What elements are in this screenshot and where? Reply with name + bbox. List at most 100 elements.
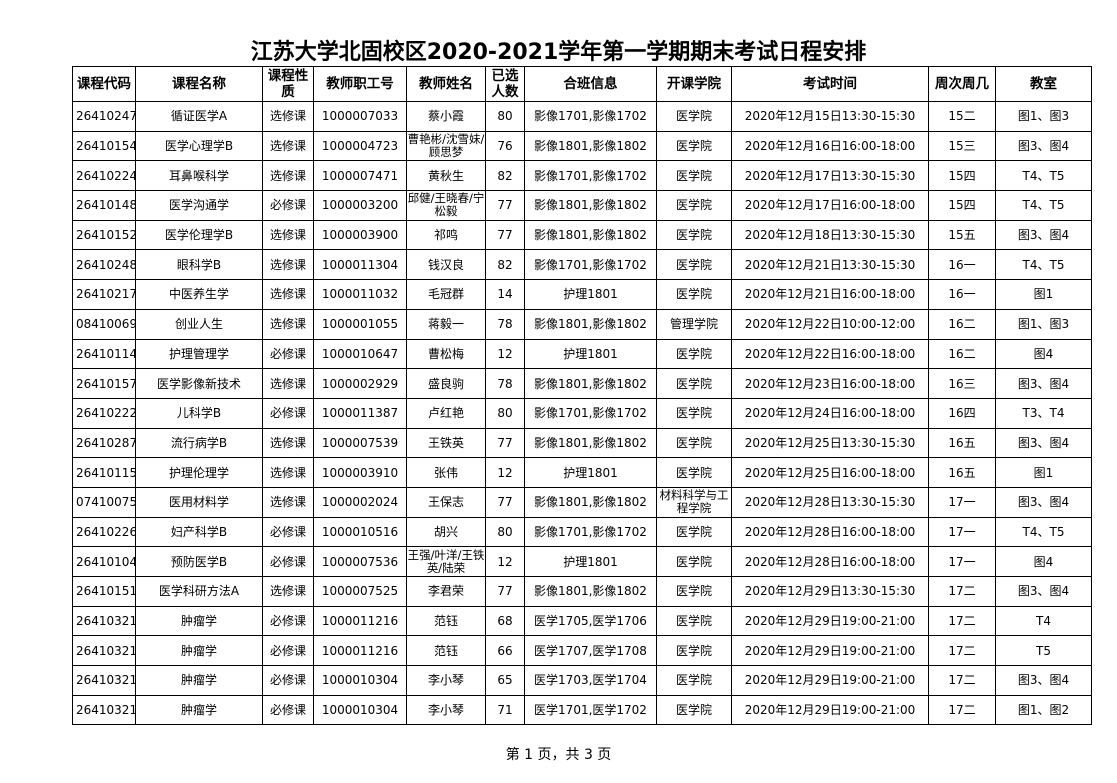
cell-course-code: 08410069 xyxy=(72,308,136,340)
cell-merged-classes: 护理1801 xyxy=(524,457,657,488)
cell-merged-classes: 影像1801,影像1802 xyxy=(524,486,657,518)
cell-enrolled-count: 71 xyxy=(485,694,525,726)
cell-teacher-id: 1000011304 xyxy=(313,249,407,281)
table-row: 26410321 肿瘤学 必修课 1000010304 李小琴 71 医学1701,医学17… xyxy=(72,694,1092,726)
cell-teacher-id: 1000002929 xyxy=(313,368,407,399)
table-row: 26410104 预防医学B 必修课 1000007536 王强/叶洋/王铁英/陆荣 12… xyxy=(72,546,1092,577)
cell-exam-time: 2020年12月25日13:30-15:30 xyxy=(731,427,929,459)
cell-college: 医学院 xyxy=(656,279,732,310)
column-header-college: 开课学院 xyxy=(656,66,732,102)
cell-college: 医学院 xyxy=(656,190,732,221)
cell-merged-classes: 影像1801,影像1802 xyxy=(524,576,657,607)
cell-course-name: 中医养生学 xyxy=(135,279,263,310)
cell-course-name: 肿瘤学 xyxy=(135,635,263,667)
cell-classroom: 图4 xyxy=(995,546,1092,577)
cell-teacher-name: 钱汉良 xyxy=(406,249,486,281)
cell-college: 医学院 xyxy=(656,130,732,162)
cell-classroom: 图4 xyxy=(995,338,1092,370)
cell-week-day: 15四 xyxy=(928,160,996,192)
table-row: 26410152 医学伦理学B 选修课 1000003900 祁鸣 77 影像1801,影像… xyxy=(72,219,1092,251)
cell-merged-classes: 影像1801,影像1802 xyxy=(524,219,657,251)
cell-teacher-name: 胡兴 xyxy=(406,516,486,548)
cell-college: 医学院 xyxy=(656,338,732,370)
cell-merged-classes: 医学1703,医学1704 xyxy=(524,665,657,696)
table-row: 26410247 循证医学A 选修课 1000007033 蔡小霞 80 影像1701,影像… xyxy=(72,101,1092,132)
cell-enrolled-count: 12 xyxy=(485,546,525,577)
cell-enrolled-count: 12 xyxy=(485,457,525,488)
cell-exam-time: 2020年12月29日19:00-21:00 xyxy=(731,665,929,696)
cell-classroom: T5 xyxy=(995,635,1092,667)
cell-course-code: 26410321 xyxy=(72,694,136,726)
cell-college: 医学院 xyxy=(656,101,732,132)
cell-college: 医学院 xyxy=(656,249,732,281)
cell-course-type: 必修课 xyxy=(262,605,314,637)
cell-teacher-name: 范钰 xyxy=(406,635,486,667)
column-header-course-type: 课程性质 xyxy=(262,66,314,102)
cell-course-type: 必修课 xyxy=(262,665,314,696)
cell-merged-classes: 医学1707,医学1708 xyxy=(524,635,657,667)
cell-enrolled-count: 77 xyxy=(485,486,525,518)
cell-course-name: 儿科学B xyxy=(135,397,263,429)
cell-teacher-id: 1000011032 xyxy=(313,279,407,310)
cell-course-type: 选修课 xyxy=(262,249,314,281)
cell-course-type: 选修课 xyxy=(262,160,314,192)
cell-course-code: 26410104 xyxy=(72,546,136,577)
cell-course-code: 26410248 xyxy=(72,249,136,281)
cell-exam-time: 2020年12月29日13:30-15:30 xyxy=(731,576,929,607)
cell-exam-time: 2020年12月24日16:00-18:00 xyxy=(731,397,929,429)
cell-college: 医学院 xyxy=(656,427,732,459)
cell-college: 医学院 xyxy=(656,546,732,577)
cell-classroom: T4、T5 xyxy=(995,190,1092,221)
cell-exam-time: 2020年12月29日19:00-21:00 xyxy=(731,694,929,726)
cell-teacher-name: 曹艳彬/沈雪妹/顾思梦 xyxy=(406,130,486,162)
cell-teacher-id: 1000010304 xyxy=(313,694,407,726)
cell-exam-time: 2020年12月15日13:30-15:30 xyxy=(731,101,929,132)
cell-enrolled-count: 77 xyxy=(485,190,525,221)
cell-merged-classes: 影像1701,影像1702 xyxy=(524,160,657,192)
cell-exam-time: 2020年12月22日10:00-12:00 xyxy=(731,308,929,340)
table-row: 07410075 医用材料学 选修课 1000002024 王保志 77 影像1801,影像… xyxy=(72,486,1092,518)
cell-classroom: 图3、图4 xyxy=(995,576,1092,607)
cell-exam-time: 2020年12月29日19:00-21:00 xyxy=(731,635,929,667)
cell-course-type: 选修课 xyxy=(262,308,314,340)
cell-exam-time: 2020年12月22日16:00-18:00 xyxy=(731,338,929,370)
cell-course-name: 耳鼻喉科学 xyxy=(135,160,263,192)
cell-course-code: 26410321 xyxy=(72,665,136,696)
cell-teacher-id: 1000007525 xyxy=(313,576,407,607)
cell-course-code: 26410321 xyxy=(72,635,136,667)
cell-classroom: T4、T5 xyxy=(995,249,1092,281)
cell-merged-classes: 影像1701,影像1702 xyxy=(524,101,657,132)
cell-teacher-id: 1000003200 xyxy=(313,190,407,221)
cell-course-code: 26410115 xyxy=(72,457,136,488)
cell-enrolled-count: 66 xyxy=(485,635,525,667)
cell-course-type: 必修课 xyxy=(262,516,314,548)
cell-course-name: 创业人生 xyxy=(135,308,263,340)
column-header-course-code: 课程代码 xyxy=(72,66,136,102)
cell-enrolled-count: 77 xyxy=(485,576,525,607)
cell-exam-time: 2020年12月21日13:30-15:30 xyxy=(731,249,929,281)
cell-classroom: T3、T4 xyxy=(995,397,1092,429)
table-row: 26410151 医学科研方法A 选修课 1000007525 李君荣 77 影像1801,… xyxy=(72,576,1092,607)
cell-teacher-name: 卢红艳 xyxy=(406,397,486,429)
page-title: 江苏大学北固校区2020-2021学年第一学期期末考试日程安排 xyxy=(250,40,867,65)
cell-course-name: 妇产科学B xyxy=(135,516,263,548)
cell-enrolled-count: 78 xyxy=(485,368,525,399)
page-number: 第 1 页，共 3 页 xyxy=(505,747,612,763)
column-header-week-day: 周次周几 xyxy=(928,66,996,102)
cell-merged-classes: 影像1701,影像1702 xyxy=(524,249,657,281)
cell-course-type: 选修课 xyxy=(262,486,314,518)
cell-classroom: 图3、图4 xyxy=(995,665,1092,696)
cell-enrolled-count: 77 xyxy=(485,427,525,459)
cell-enrolled-count: 82 xyxy=(485,160,525,192)
table-row: 26410321 肿瘤学 必修课 1000011216 范钰 66 医学1707,医学170… xyxy=(72,635,1092,667)
cell-week-day: 16二 xyxy=(928,308,996,340)
cell-course-name: 护理管理学 xyxy=(135,338,263,370)
cell-teacher-name: 范钰 xyxy=(406,605,486,637)
cell-merged-classes: 影像1801,影像1802 xyxy=(524,130,657,162)
cell-course-type: 选修课 xyxy=(262,576,314,607)
cell-week-day: 17一 xyxy=(928,546,996,577)
cell-course-type: 选修课 xyxy=(262,101,314,132)
cell-classroom: 图3、图4 xyxy=(995,368,1092,399)
table-row: 26410115 护理伦理学 选修课 1000003910 张伟 12 护理1801 医学院 2… xyxy=(72,457,1092,488)
cell-classroom: 图1、图3 xyxy=(995,308,1092,340)
